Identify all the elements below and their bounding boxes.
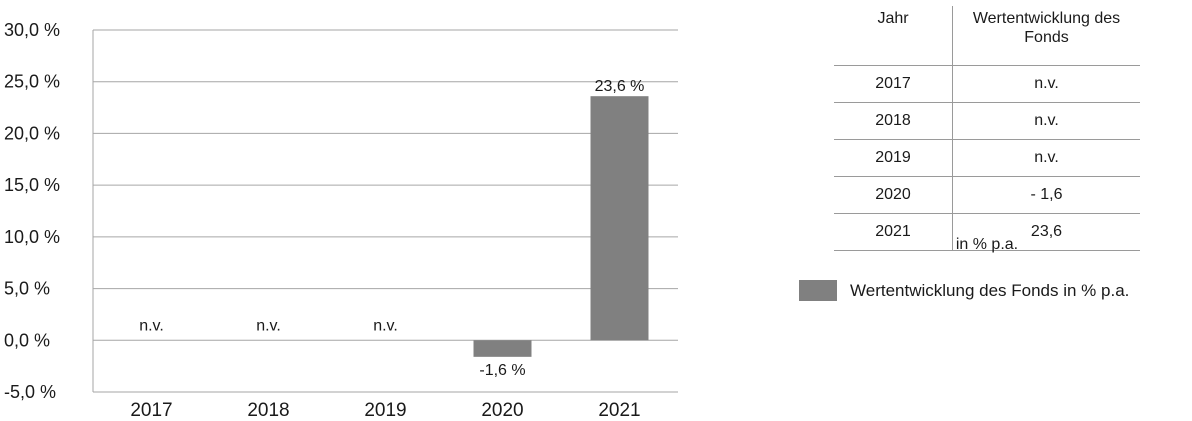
data-label: n.v. (256, 317, 281, 334)
bar (590, 96, 649, 341)
table-header-year: Jahr (834, 6, 953, 66)
table-cell-year: 2018 (834, 102, 953, 140)
chart-grid (92, 29, 678, 393)
x-tick-label: 2018 (247, 400, 289, 421)
bar-chart: -5,0 % 0,0 % 5,0 % 10,0 % 15,0 % 20,0 % 25,0 %… (4, 20, 678, 421)
table-unit-note: in % p.a. (955, 236, 1019, 253)
table-cell-year: 2020 (834, 176, 953, 214)
data-label: n.v. (373, 317, 398, 334)
table-row: 2019 n.v. (834, 139, 1140, 177)
table-cell-value: n.v. (952, 102, 1140, 140)
table-row: 2018 n.v. (834, 102, 1140, 140)
y-tick-label: 25,0 % (4, 72, 60, 92)
table-row: 2021 23,6 (834, 213, 1140, 251)
table-row: 2017 n.v. (834, 65, 1140, 103)
data-label: n.v. (139, 317, 164, 334)
y-tick-label: -5,0 % (4, 382, 56, 402)
legend-swatch (799, 280, 837, 301)
x-axis-ticks: 2017 2018 2019 2020 2021 (130, 400, 640, 421)
table-cell-year: 2019 (834, 139, 953, 177)
table-cell-value: n.v. (952, 139, 1140, 177)
x-tick-label: 2020 (481, 400, 523, 421)
table-cell-value: 23,6 (952, 213, 1140, 251)
y-tick-label: 30,0 % (4, 20, 60, 40)
x-tick-label: 2017 (130, 400, 172, 421)
y-tick-label: 10,0 % (4, 227, 60, 247)
chart-bars (473, 96, 649, 357)
y-tick-label: 15,0 % (4, 175, 60, 195)
bar (473, 340, 532, 357)
x-tick-label: 2021 (598, 400, 640, 421)
chart-legend: Wertentwicklung des Fonds in % p.a. (799, 280, 1129, 301)
y-tick-label: 5,0 % (4, 279, 50, 299)
table-row: 2020 - 1,6 (834, 176, 1140, 214)
table-header-performance: Wertentwicklung des Fonds (952, 6, 1140, 66)
data-labels: n.v. n.v. n.v. -1,6 % 23,6 % (139, 78, 644, 379)
legend-label: Wertentwicklung des Fonds in % p.a. (850, 280, 1130, 300)
x-tick-label: 2019 (364, 400, 406, 421)
y-axis-ticks: -5,0 % 0,0 % 5,0 % 10,0 % 15,0 % 20,0 % 25,0 %… (4, 20, 60, 402)
data-label: -1,6 % (479, 362, 525, 379)
table-cell-year: 2021 (834, 213, 953, 251)
table-cell-year: 2017 (834, 65, 953, 103)
y-tick-label: 0,0 % (4, 330, 50, 350)
table-cell-value: n.v. (952, 65, 1140, 103)
data-label: 23,6 % (595, 78, 645, 95)
performance-table: Jahr Wertentwicklung des Fonds 2017 n.v.… (834, 6, 1140, 251)
table-cell-value: - 1,6 (952, 176, 1140, 214)
y-tick-label: 20,0 % (4, 123, 60, 143)
table-header-row: Jahr Wertentwicklung des Fonds (834, 6, 1140, 66)
